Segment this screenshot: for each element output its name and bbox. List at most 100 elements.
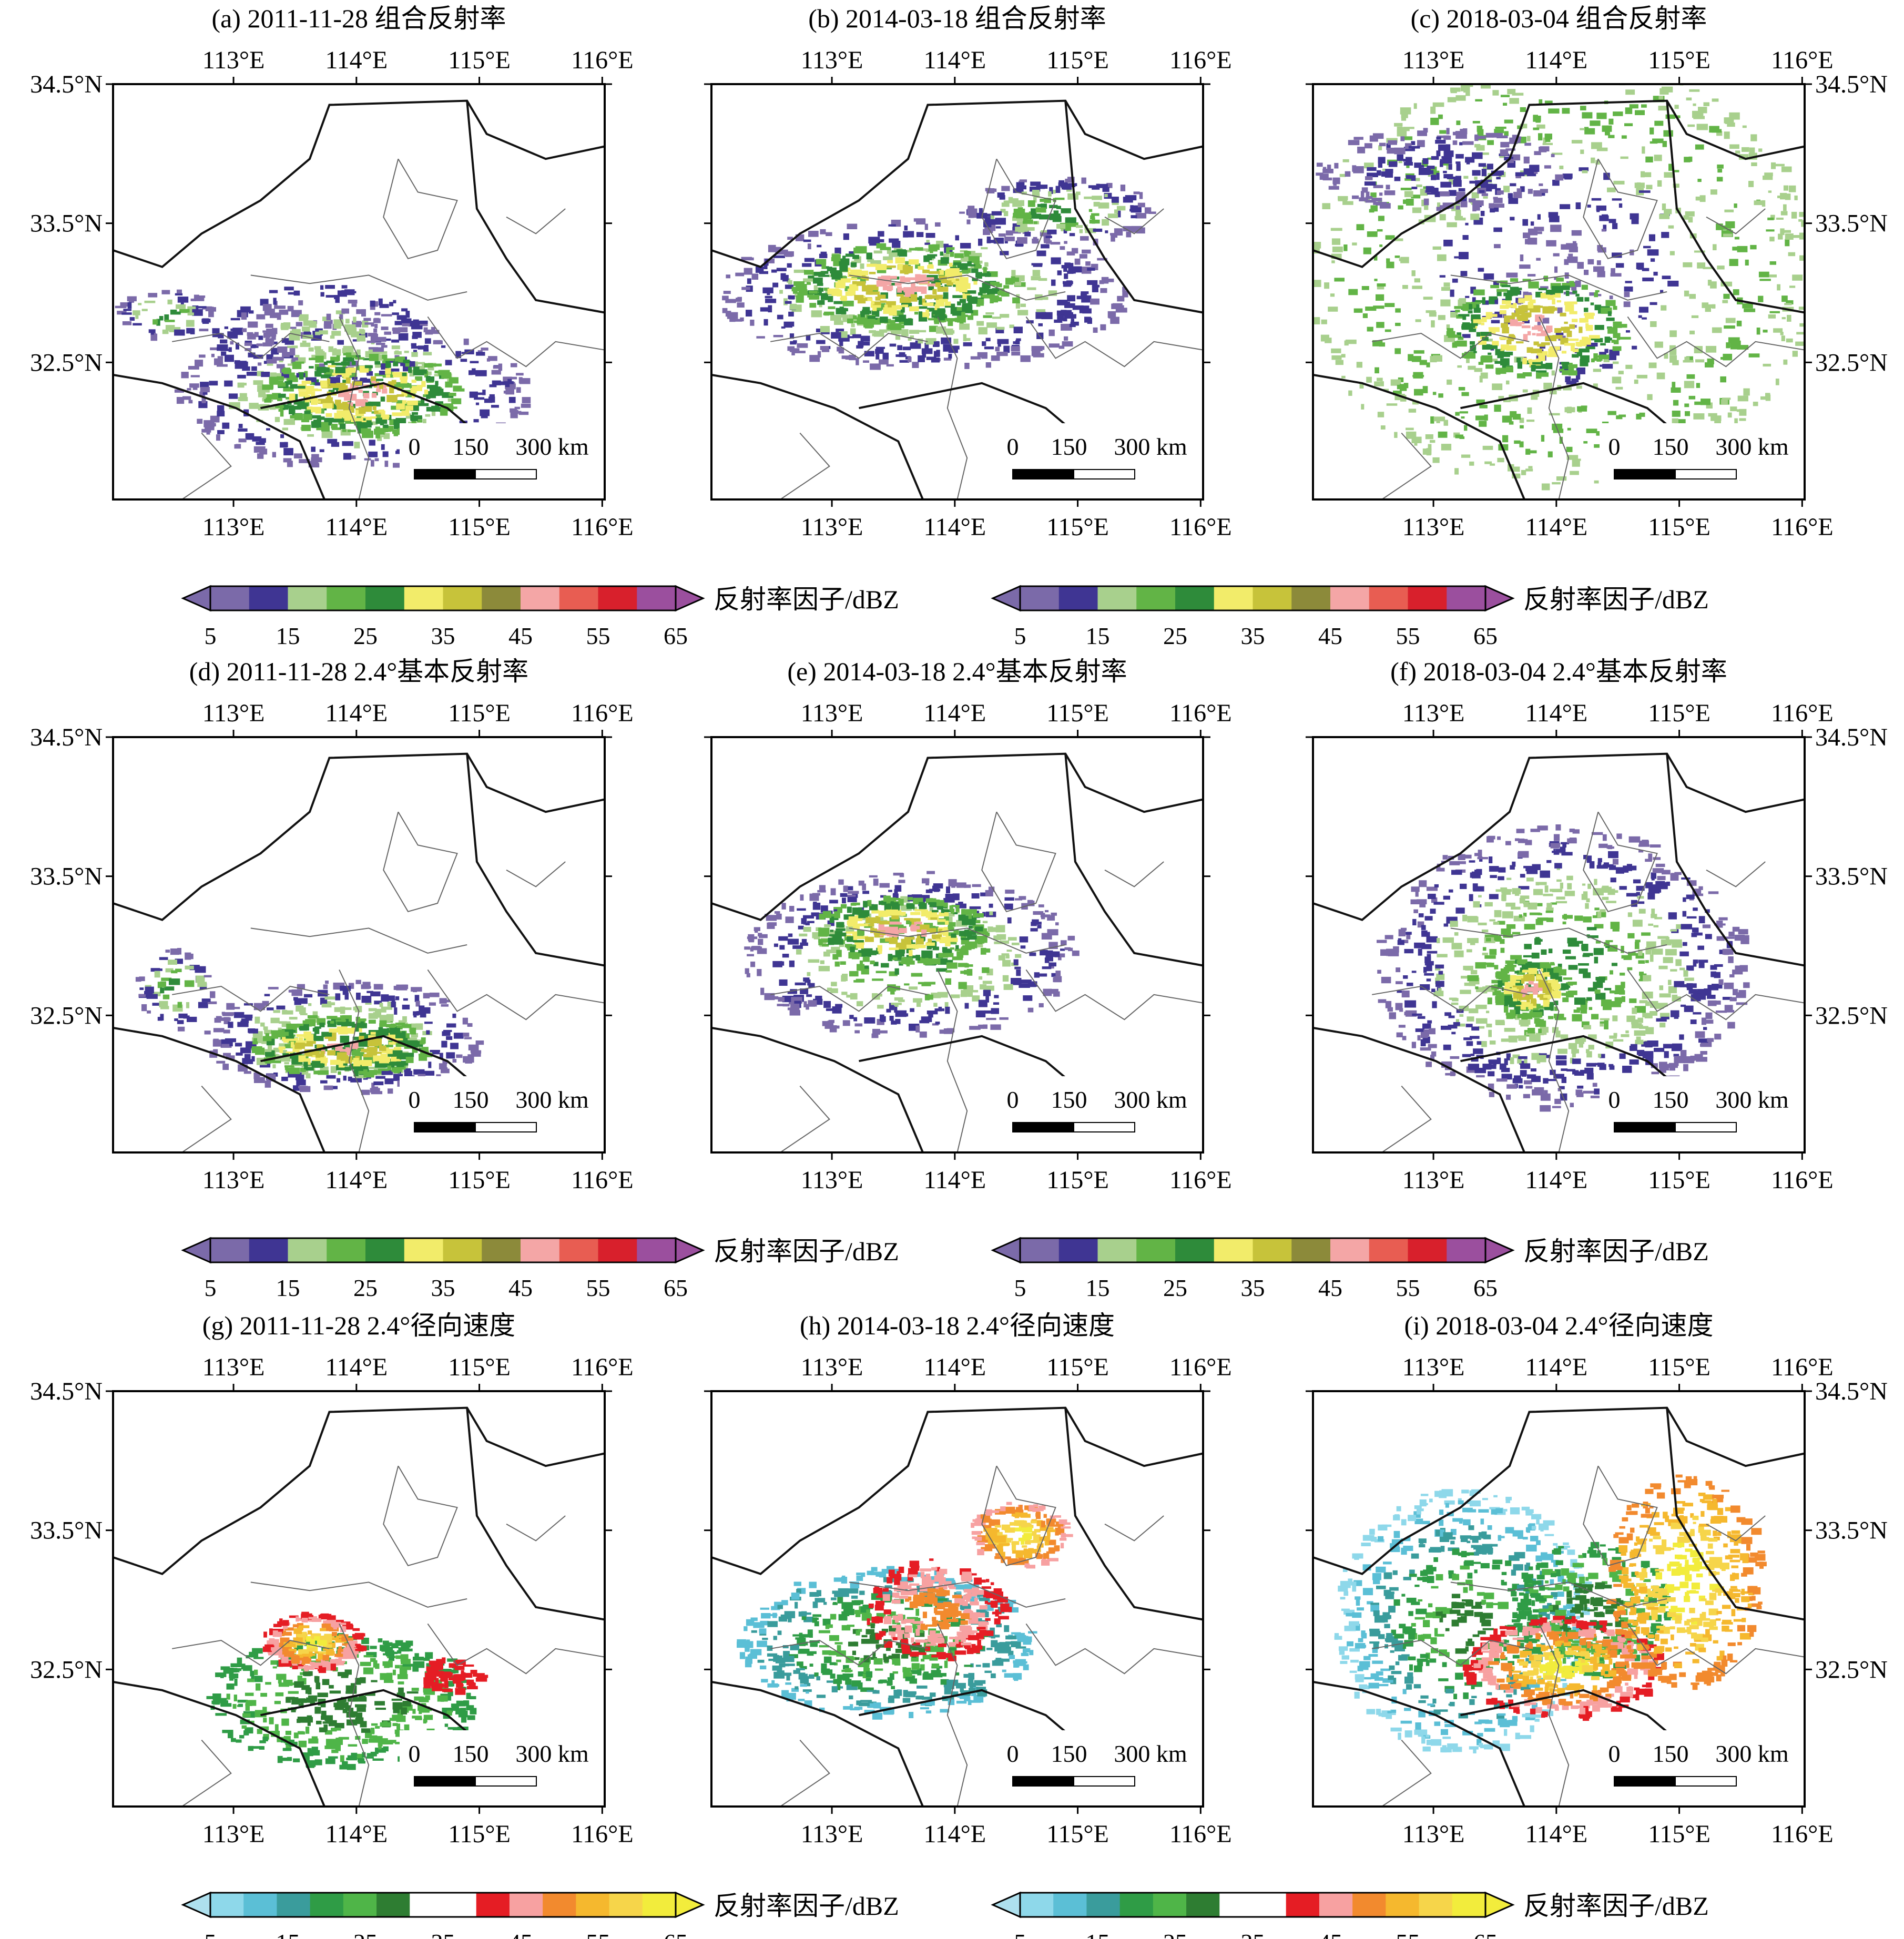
echo-cell (1322, 177, 1332, 181)
echo-cell (986, 236, 991, 243)
echo-cell (291, 310, 302, 318)
echo-cell (842, 300, 854, 307)
echo-cell (465, 1058, 472, 1064)
echo-cell (1319, 174, 1329, 180)
echo-cell (1528, 359, 1532, 363)
echo-cell (1423, 297, 1433, 300)
echo-cell (1783, 185, 1788, 191)
echo-cell (402, 320, 410, 326)
echo-cell (889, 282, 898, 285)
county-boundary (1627, 316, 1805, 368)
echo-cell (1594, 338, 1603, 343)
echo-cell (984, 217, 993, 223)
echo-cell (264, 1080, 271, 1088)
echo-cell (424, 371, 429, 377)
echo-cell (146, 994, 158, 999)
echo-cell (1462, 128, 1468, 135)
echo-cell (364, 406, 372, 412)
echo-cell (328, 365, 336, 368)
echo-cell (945, 1006, 950, 1014)
echo-cell (1769, 237, 1775, 242)
echo-cell (1620, 156, 1628, 159)
echo-cell (313, 1070, 320, 1075)
echo-cell (1583, 441, 1588, 444)
echo-cell (151, 968, 162, 971)
echo-cell (1724, 325, 1735, 329)
echo-cell (289, 326, 297, 329)
county-boundary (780, 432, 830, 499)
echo-cell (1015, 227, 1021, 232)
echo-cell (477, 350, 483, 353)
echo-cell (1374, 279, 1378, 281)
province-boundary (1313, 374, 1525, 499)
echo-cell (828, 296, 833, 302)
echo-cell (1102, 187, 1109, 192)
echo-cell (1538, 354, 1545, 361)
echo-cell (1691, 315, 1699, 318)
echo-cell (1089, 219, 1100, 224)
echo-cell (1506, 345, 1516, 351)
echo-cell (1510, 319, 1518, 326)
echo-cell (1085, 228, 1096, 233)
echo-cell (222, 1014, 233, 1016)
echo-cell (1672, 411, 1681, 417)
echo-cell (787, 263, 792, 268)
echo-cell (317, 416, 325, 420)
echo-cell (1520, 124, 1528, 129)
echo-cell (892, 310, 904, 317)
echo-cell (1001, 953, 1010, 956)
echo-cell (829, 934, 836, 937)
echo-cell (1373, 305, 1384, 309)
echo-cell (867, 900, 872, 906)
echo-cell (953, 262, 961, 266)
echo-cell (927, 265, 934, 269)
echo-cell (1584, 270, 1589, 275)
echo-cell (144, 300, 156, 303)
lon-label-bottom: 113°E (202, 1166, 265, 1194)
echo-cell (1684, 290, 1689, 297)
echo-cell (202, 318, 209, 324)
echo-cell (1552, 423, 1563, 431)
echo-cell (983, 267, 987, 274)
echo-cell (797, 908, 806, 911)
echo-cell (372, 406, 376, 411)
echo-cell (435, 381, 439, 385)
echo-cell (921, 287, 927, 294)
echo-cell (297, 984, 305, 989)
echo-cell (904, 268, 909, 274)
echo-cell (1591, 157, 1595, 164)
echo-cell (302, 326, 310, 332)
echo-cell (1040, 346, 1045, 350)
echo-cell (847, 318, 853, 324)
echo-cell (1476, 304, 1480, 310)
echo-cell (1548, 108, 1560, 114)
echo-cell (1455, 95, 1466, 101)
echo-cell (361, 1048, 372, 1052)
echo-cell (333, 348, 337, 355)
echo-cell (964, 884, 971, 888)
echo-cell (969, 1026, 981, 1030)
echo-cell (978, 999, 987, 1007)
echo-cell (799, 295, 803, 303)
echo-cell (1494, 361, 1505, 364)
echo-cell (1386, 403, 1398, 406)
echo-cell (1114, 209, 1118, 213)
echo-cell (1408, 146, 1420, 149)
echo-cell (772, 996, 779, 999)
echo-cell (1056, 310, 1061, 316)
echo-cell (1713, 244, 1717, 250)
echo-cell (1571, 287, 1577, 291)
echo-cell (1516, 358, 1521, 363)
echo-cell (1799, 255, 1805, 261)
echo-cell (352, 1036, 362, 1040)
echo-cell (395, 1023, 405, 1025)
echo-cell (224, 380, 233, 387)
scale-label-150: 150 (453, 433, 489, 460)
echo-cell (813, 277, 823, 284)
echo-cell (1549, 390, 1557, 395)
scale-label-150: 150 (1051, 433, 1087, 460)
echo-cell (1479, 190, 1485, 193)
echo-cell (1033, 911, 1044, 915)
echo-cell (1596, 359, 1602, 362)
echo-cell (1080, 305, 1090, 311)
